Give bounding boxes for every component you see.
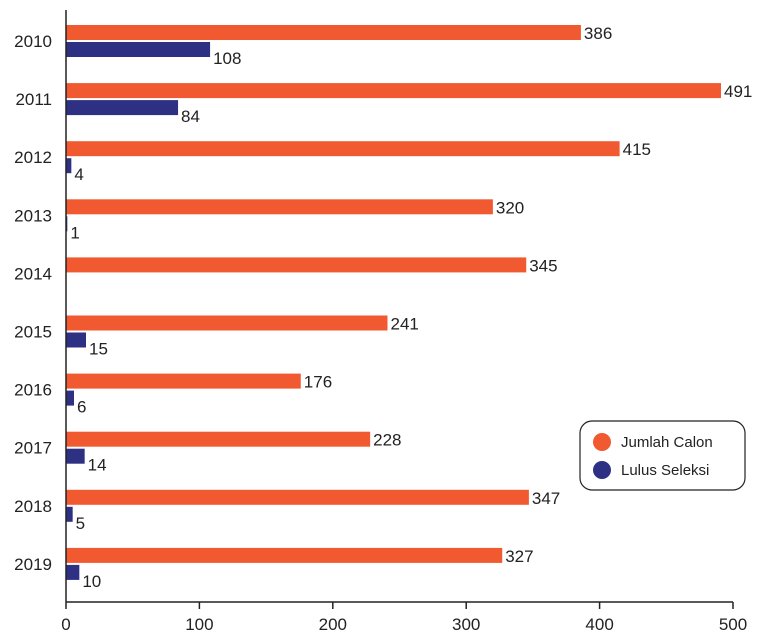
legend-swatch-jumlah-calon xyxy=(593,433,611,451)
x-tick-label: 300 xyxy=(452,615,480,634)
bar-lulus-seleksi xyxy=(66,42,211,57)
labels-layer: 2010 386 108 2011 491 84 2012 415 4 2013 320 1 2014 3… xyxy=(14,24,752,591)
data-label-jumlah-calon: 327 xyxy=(505,547,533,566)
category-label: 2010 xyxy=(14,32,52,51)
category-label: 2012 xyxy=(14,148,52,167)
bar-jumlah-calon xyxy=(66,25,581,40)
legend: Jumlah Calon Lulus Seleksi xyxy=(579,420,746,491)
x-tick-label: 0 xyxy=(61,615,70,634)
x-axis-ticks: 0 100 200 300 400 500 xyxy=(61,602,747,634)
category-label: 2019 xyxy=(14,555,52,574)
category-label: 2014 xyxy=(14,264,52,283)
data-label-lulus-seleksi: 6 xyxy=(77,398,86,417)
bar-lulus-seleksi xyxy=(66,448,85,464)
bar-lulus-seleksi xyxy=(66,158,72,174)
data-label-jumlah-calon: 345 xyxy=(529,256,557,275)
data-label-jumlah-calon: 415 xyxy=(623,140,651,159)
x-tick-label: 100 xyxy=(185,615,213,634)
data-label-lulus-seleksi: 1 xyxy=(70,223,79,242)
category-label: 2016 xyxy=(14,381,52,400)
bars-layer xyxy=(66,25,721,580)
data-label-jumlah-calon: 176 xyxy=(304,373,332,392)
legend-label-jumlah-calon: Jumlah Calon xyxy=(621,434,713,451)
legend-label-lulus-seleksi: Lulus Seleksi xyxy=(621,462,709,479)
data-label-lulus-seleksi: 10 xyxy=(82,572,101,591)
bar-jumlah-calon xyxy=(66,431,371,447)
data-label-jumlah-calon: 347 xyxy=(532,489,560,508)
data-label-jumlah-calon: 228 xyxy=(373,431,401,450)
bar-jumlah-calon xyxy=(66,83,721,99)
x-tick-label: 500 xyxy=(719,615,747,634)
bar-jumlah-calon xyxy=(66,489,529,505)
bar-jumlah-calon xyxy=(66,547,503,563)
category-label: 2017 xyxy=(14,439,52,458)
data-label-lulus-seleksi: 14 xyxy=(88,456,107,475)
bar-lulus-seleksi xyxy=(66,332,87,348)
category-label: 2013 xyxy=(14,206,52,225)
data-label-jumlah-calon: 491 xyxy=(724,82,752,101)
data-label-jumlah-calon: 241 xyxy=(390,315,418,334)
data-label-jumlah-calon: 386 xyxy=(584,24,612,43)
bar-jumlah-calon xyxy=(66,199,493,215)
data-label-lulus-seleksi: 15 xyxy=(89,340,108,359)
bar-lulus-seleksi xyxy=(66,506,73,522)
category-label: 2015 xyxy=(14,323,52,342)
bar-jumlah-calon xyxy=(66,373,301,389)
category-label: 2011 xyxy=(15,90,52,109)
bar-lulus-seleksi xyxy=(66,390,75,406)
x-tick-label: 400 xyxy=(585,615,613,634)
category-label: 2018 xyxy=(14,497,52,516)
bar-lulus-seleksi xyxy=(66,564,80,580)
data-label-jumlah-calon: 320 xyxy=(496,198,524,217)
bar-jumlah-calon xyxy=(66,141,620,157)
data-label-lulus-seleksi: 84 xyxy=(181,107,200,126)
data-label-lulus-seleksi: 5 xyxy=(76,514,85,533)
data-label-lulus-seleksi: 4 xyxy=(74,165,83,184)
bar-jumlah-calon xyxy=(66,315,388,331)
legend-swatch-lulus-seleksi xyxy=(593,461,611,479)
legend-box xyxy=(579,420,746,491)
x-tick-label: 200 xyxy=(319,615,347,634)
data-label-lulus-seleksi: 108 xyxy=(213,49,241,68)
bar-jumlah-calon xyxy=(66,257,527,273)
bar-lulus-seleksi xyxy=(66,100,179,116)
